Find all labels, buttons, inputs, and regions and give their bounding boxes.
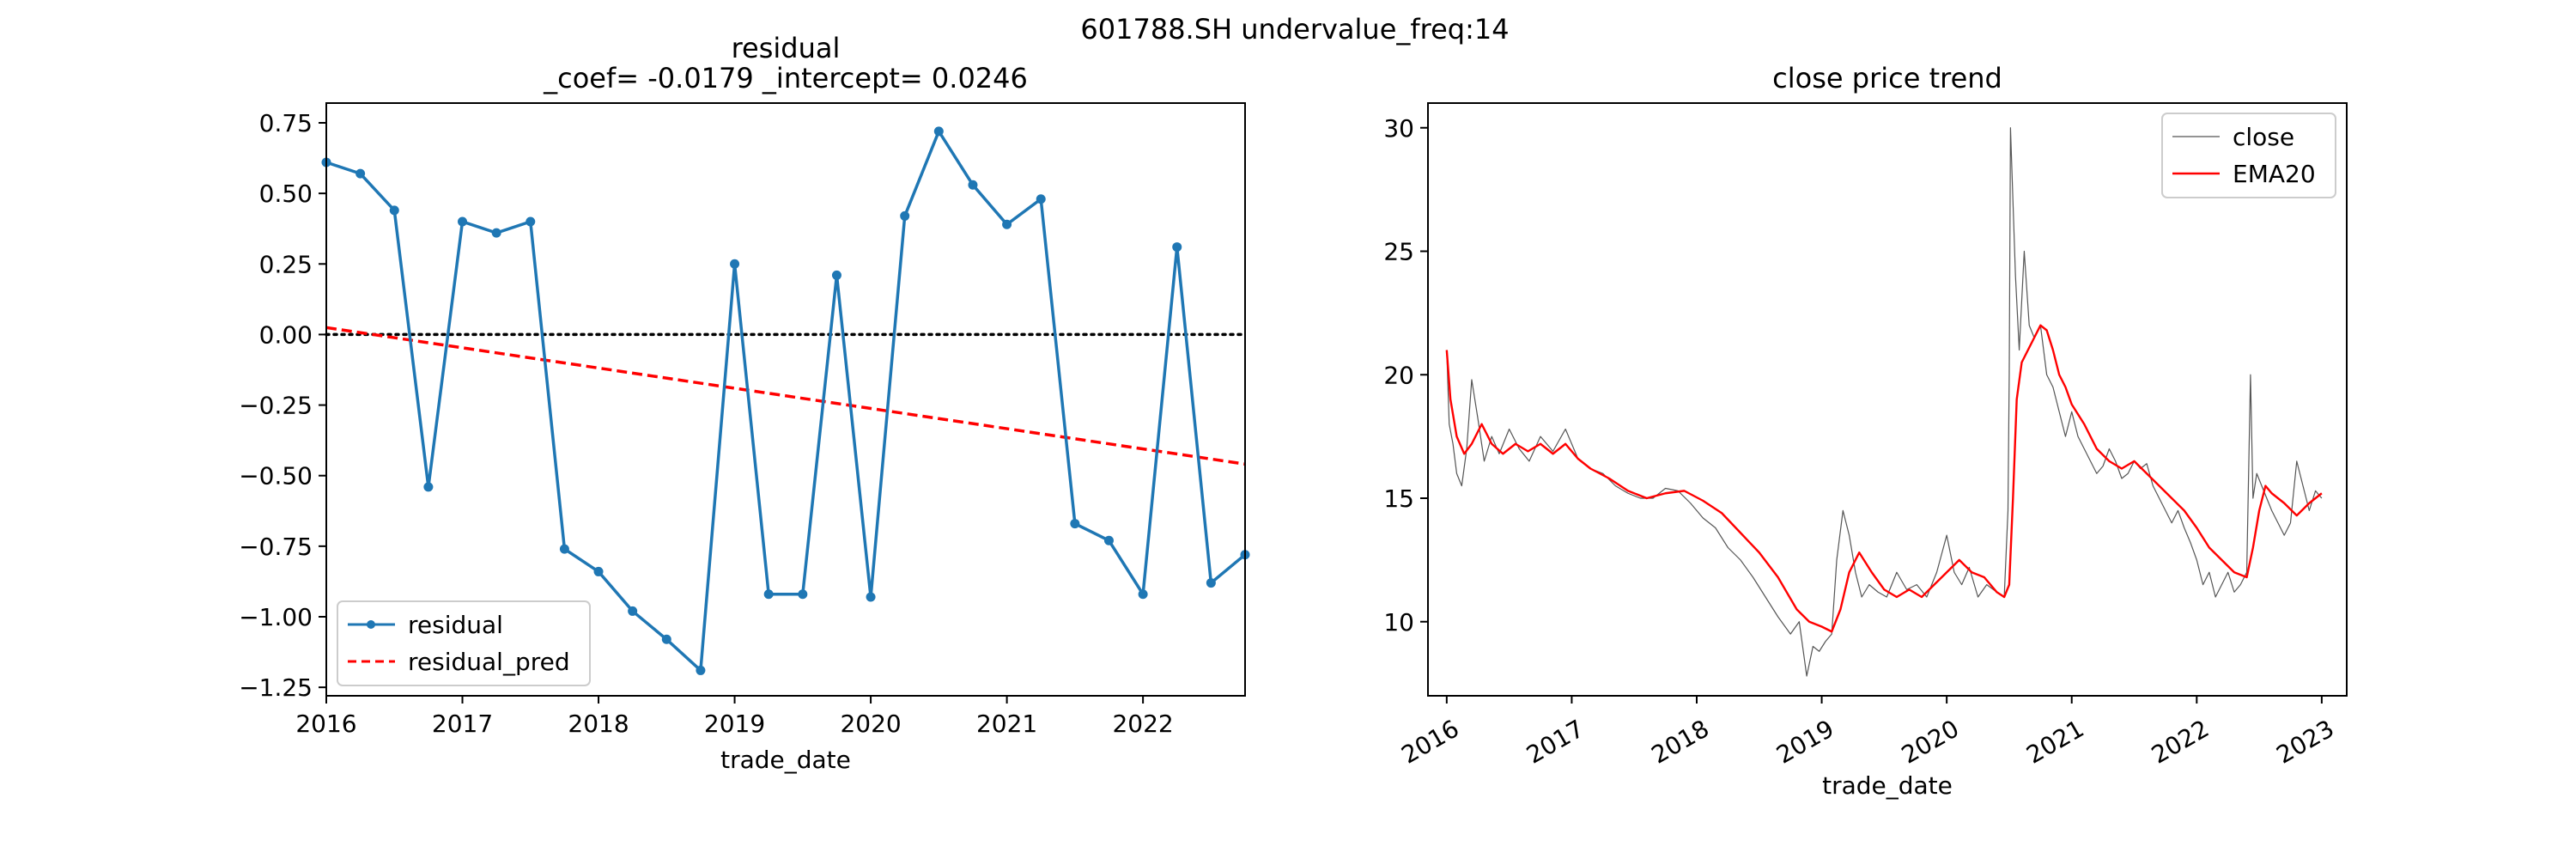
residual-x-ticks: 2016 2017 2018 2019 2020 2021 2022 bbox=[295, 696, 1174, 738]
residual-point bbox=[1172, 242, 1182, 253]
residual-point bbox=[1103, 535, 1114, 545]
x-tick-label: 2017 bbox=[1522, 714, 1589, 769]
x-tick-label: 2020 bbox=[1897, 714, 1964, 769]
x-tick-label: 2017 bbox=[432, 710, 493, 738]
residual-axes-frame bbox=[325, 102, 1246, 697]
residual-point bbox=[628, 606, 638, 616]
close-price-legend: close EMA20 bbox=[2161, 113, 2336, 198]
residual-plot-area bbox=[321, 126, 1250, 675]
residual-point bbox=[900, 210, 910, 221]
residual-point bbox=[968, 180, 978, 190]
residual-point bbox=[355, 168, 366, 179]
close-line bbox=[1446, 127, 2323, 677]
ema20-legend-label: EMA20 bbox=[2233, 160, 2316, 188]
close-price-x-ticks: 2016 2017 2018 2019 2020 2021 2022 2023 bbox=[1397, 696, 2339, 770]
residual-point bbox=[1036, 194, 1046, 204]
residual-point bbox=[831, 270, 841, 280]
residual-point bbox=[389, 205, 399, 216]
x-tick-label: 2021 bbox=[976, 710, 1037, 738]
y-tick-label: 20 bbox=[1383, 361, 1414, 389]
close-legend-label: close bbox=[2233, 123, 2294, 151]
residual-legend-box bbox=[337, 600, 591, 686]
residual-point bbox=[526, 216, 536, 227]
x-tick-label: 2018 bbox=[1647, 714, 1714, 769]
residual-chart: residual _coef= -0.0179 _intercept= 0.02… bbox=[239, 32, 1250, 774]
close-price-legend-box bbox=[2161, 113, 2336, 198]
residual-point bbox=[933, 126, 944, 137]
close-price-chart: close price trend 2016 2017 2018 2019 2020 20… bbox=[1383, 62, 2348, 800]
figure-suptitle: 601788.SH undervalue_freq:14 bbox=[1080, 13, 1509, 46]
x-tick-label: 2016 bbox=[295, 710, 356, 738]
residual-point bbox=[559, 544, 569, 554]
residual-point bbox=[491, 228, 501, 238]
close-price-plot-area bbox=[1445, 127, 2323, 677]
residual-pred-legend-label: residual_pred bbox=[408, 648, 570, 676]
ema20-line bbox=[1445, 324, 2323, 633]
residual-legend: residual residual_pred bbox=[337, 600, 591, 686]
residual-chart-title-line1: residual bbox=[732, 32, 841, 64]
y-tick-label: 30 bbox=[1383, 114, 1414, 143]
residual-y-ticks: 0.75 0.50 0.25 0.00 −0.25 −0.50 −0.75 −1.00 −1.2… bbox=[239, 109, 326, 702]
y-tick-label: 0.25 bbox=[259, 250, 313, 278]
y-tick-label: −1.00 bbox=[239, 603, 313, 631]
residual-point bbox=[661, 634, 671, 644]
x-tick-label: 2020 bbox=[840, 710, 901, 738]
residual-point bbox=[593, 566, 604, 576]
residual-point bbox=[458, 216, 468, 227]
residual-point bbox=[866, 592, 876, 602]
x-tick-label: 2022 bbox=[2147, 714, 2214, 769]
y-tick-label: −0.50 bbox=[239, 462, 313, 490]
residual-point bbox=[798, 589, 808, 600]
residual-point bbox=[1070, 519, 1080, 529]
residual-x-axis-label: trade_date bbox=[720, 746, 851, 774]
y-tick-label: −0.25 bbox=[239, 392, 313, 420]
residual-line bbox=[325, 128, 1247, 674]
residual-point bbox=[730, 259, 740, 269]
residual-legend-marker bbox=[367, 620, 375, 629]
residual-point bbox=[1206, 578, 1216, 588]
y-tick-label: −1.25 bbox=[239, 673, 313, 702]
y-tick-label: 10 bbox=[1383, 608, 1414, 637]
x-tick-label: 2019 bbox=[1771, 714, 1838, 769]
x-tick-label: 2022 bbox=[1112, 710, 1173, 738]
residual-point bbox=[1002, 219, 1012, 229]
close-price-x-axis-label: trade_date bbox=[1822, 771, 1953, 800]
y-tick-label: 25 bbox=[1383, 238, 1414, 266]
residual-point bbox=[696, 665, 706, 675]
residual-point bbox=[1138, 589, 1148, 600]
x-tick-label: 2016 bbox=[1397, 714, 1464, 769]
y-tick-label: 0.75 bbox=[259, 109, 313, 137]
y-tick-label: 0.00 bbox=[259, 320, 313, 349]
x-tick-label: 2021 bbox=[2021, 714, 2088, 769]
residual-point bbox=[763, 589, 774, 600]
residual-legend-label: residual bbox=[408, 611, 503, 639]
y-tick-label: −0.75 bbox=[239, 533, 313, 561]
y-tick-label: 0.50 bbox=[259, 180, 313, 208]
close-price-axes-frame bbox=[1427, 102, 2348, 697]
x-tick-label: 2018 bbox=[568, 710, 629, 738]
residual-point bbox=[423, 482, 434, 492]
residual-chart-title-line2: _coef= -0.0179 _intercept= 0.0246 bbox=[543, 62, 1028, 94]
close-price-chart-title: close price trend bbox=[1772, 62, 2002, 94]
residual-pred-line bbox=[325, 326, 1246, 466]
close-price-y-ticks: 30 25 20 15 10 bbox=[1383, 114, 1428, 637]
y-tick-label: 15 bbox=[1383, 484, 1414, 513]
x-tick-label: 2019 bbox=[704, 710, 765, 738]
x-tick-label: 2023 bbox=[2272, 714, 2339, 769]
